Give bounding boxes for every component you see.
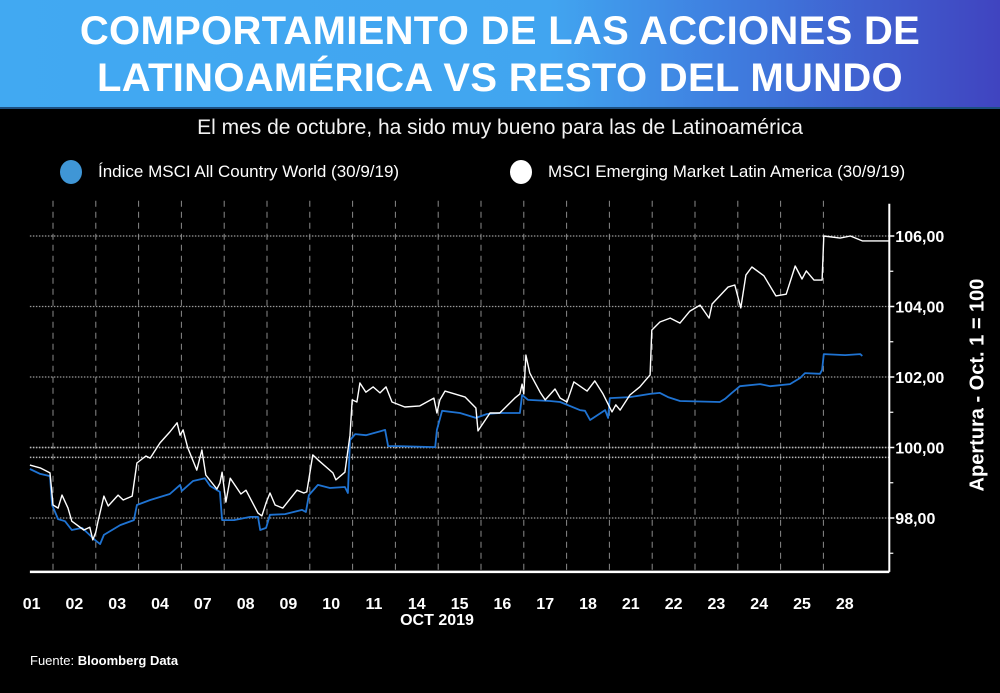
legend-dot-white-icon — [510, 160, 532, 184]
x-tick-label: 28 — [836, 596, 854, 613]
x-tick-label: 02 — [66, 596, 84, 613]
title-banner: COMPORTAMIENTO DE LAS ACCIONES DE LATINO… — [0, 0, 1000, 109]
x-tick-label: 01 — [23, 596, 41, 613]
x-tick-label: 04 — [151, 596, 169, 613]
x-axis-title: OCT 2019 — [400, 612, 474, 629]
x-tick-label: 22 — [665, 596, 683, 613]
chart-title-line-2: LATINOAMÉRICA VS RESTO DEL MUNDO — [97, 56, 903, 100]
x-tick-label: 07 — [194, 596, 212, 613]
legend-item-world: Índice MSCI All Country World (30/9/19) — [60, 160, 399, 184]
x-tick-label: 18 — [579, 596, 597, 613]
chart-title-line-1: COMPORTAMIENTO DE LAS ACCIONES DE — [79, 9, 921, 53]
x-tick-label: 10 — [322, 596, 340, 613]
legend-dot-blue-icon — [60, 160, 82, 184]
x-tick-label: 24 — [750, 596, 768, 613]
x-tick-label: 11 — [366, 596, 383, 613]
x-tick-label: 14 — [408, 596, 426, 613]
x-tick-label: 15 — [451, 596, 469, 613]
legend-label-latam: MSCI Emerging Market Latin America (30/9… — [548, 162, 906, 181]
legend-label-world: Índice MSCI All Country World (30/9/19) — [98, 162, 400, 181]
line-chart: 98,00 100,00 102,00 104,00 106,00 01 02 03 04 07 0… — [23, 200, 944, 613]
x-tick-label: 23 — [708, 596, 726, 613]
x-tick-label: 08 — [237, 596, 255, 613]
x-tick-label: 09 — [280, 596, 298, 613]
y-tick-label: 104,00 — [895, 300, 944, 317]
source-note: Fuente: Bloomberg Data — [30, 653, 178, 668]
series-line-latam — [29, 235, 890, 541]
source-name: Bloomberg Data — [77, 653, 179, 668]
x-tick-label: 03 — [108, 596, 126, 613]
x-tick-label: 17 — [536, 596, 554, 613]
series-line-world — [29, 353, 863, 545]
source-label: Fuente: — [30, 653, 75, 668]
x-tick-label: 25 — [793, 596, 811, 613]
x-tick-label: 16 — [494, 596, 512, 613]
y-tick-label: 102,00 — [895, 370, 944, 387]
legend-item-latam: MSCI Emerging Market Latin America (30/9… — [510, 160, 905, 184]
y-tick-label: 100,00 — [895, 441, 944, 458]
x-tick-label: 21 — [622, 596, 640, 613]
y-tick-label: 106,00 — [895, 229, 944, 246]
y-axis-title: Apertura - Oct. 1 = 100 — [966, 278, 989, 492]
chart-subtitle: El mes de octubre, ha sido muy bueno par… — [197, 116, 803, 139]
y-tick-label: 98,00 — [895, 511, 935, 528]
